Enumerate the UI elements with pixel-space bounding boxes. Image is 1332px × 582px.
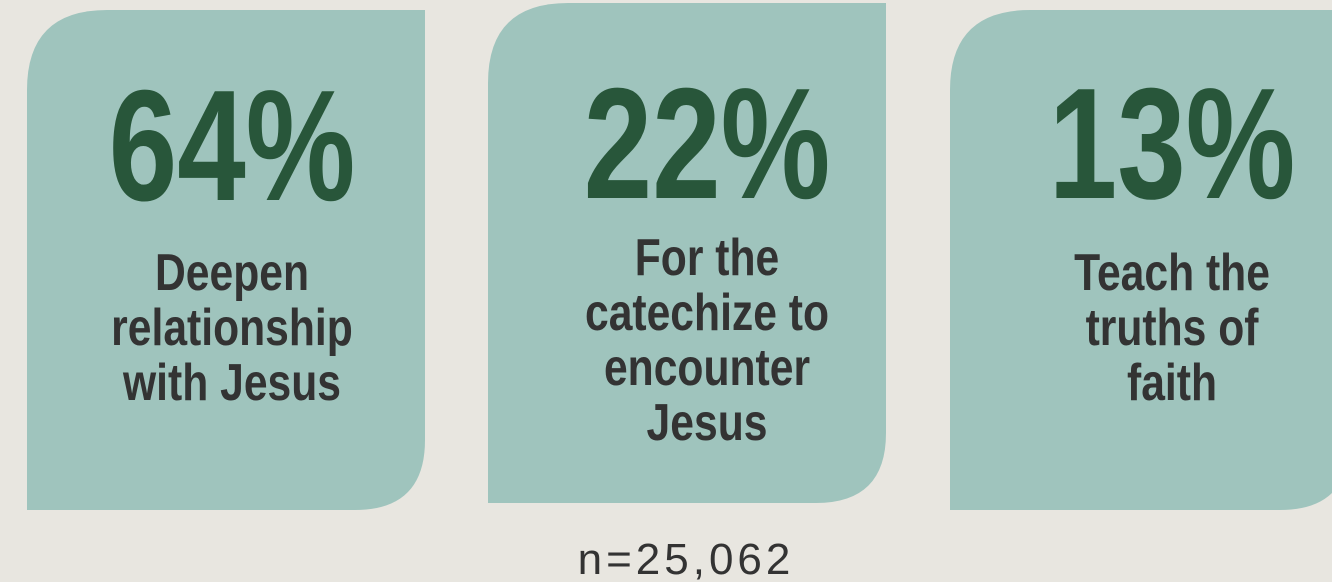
label-line-group: catechize to (585, 284, 829, 342)
stat-value: 13% (1049, 56, 1296, 232)
label-line-group: faith (1127, 354, 1217, 412)
label-line-group: with Jesus (122, 354, 341, 412)
stat-label: Jesus (647, 394, 768, 452)
card-background (27, 10, 425, 510)
stat-label: Teach the (1074, 244, 1270, 302)
label-line-group: Deepen (155, 244, 309, 302)
card-background (488, 3, 886, 503)
label-line-group: truths of (1086, 299, 1259, 357)
stat-label: catechize to (585, 284, 829, 342)
percent-group: 22% (584, 56, 831, 232)
stat-label: For the (635, 229, 779, 287)
stat-label: Deepen (155, 244, 309, 302)
label-line-group: relationship (111, 299, 353, 357)
label-line-group: For the (635, 229, 779, 287)
label-line-group: Teach the (1074, 244, 1270, 302)
stat-label: faith (1127, 354, 1217, 412)
stat-label: relationship (111, 299, 353, 357)
stat-value: 64% (109, 58, 356, 234)
percent-group: 13% (1049, 56, 1296, 232)
percent-group: 64% (109, 58, 356, 234)
stat-label: truths of (1086, 299, 1259, 357)
label-line-group: Jesus (647, 394, 768, 452)
stat-label: encounter (604, 339, 810, 397)
stat-label: with Jesus (122, 354, 341, 412)
card-background (950, 10, 1332, 510)
sample-size: n=25,062 (578, 535, 795, 582)
label-line-group: encounter (604, 339, 810, 397)
stat-value: 22% (584, 56, 831, 232)
